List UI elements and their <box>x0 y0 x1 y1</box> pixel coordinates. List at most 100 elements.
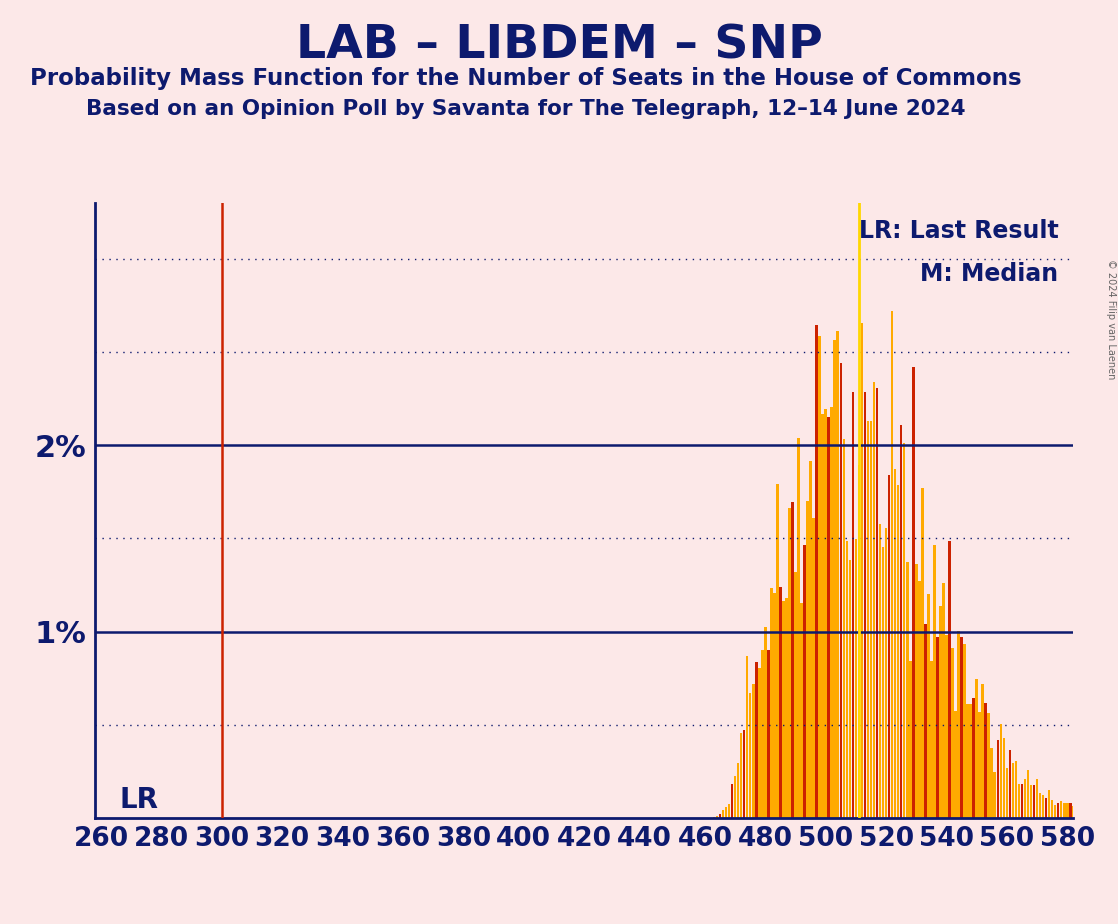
Bar <box>955 711 957 818</box>
Bar <box>1045 797 1048 818</box>
Bar <box>779 588 781 818</box>
Bar <box>1015 761 1017 818</box>
Bar <box>1065 803 1069 818</box>
Bar <box>1003 737 1005 818</box>
Bar <box>845 541 849 818</box>
Bar <box>982 684 984 818</box>
Bar <box>749 693 751 818</box>
Bar <box>985 703 987 818</box>
Bar <box>948 541 950 818</box>
Bar <box>737 763 739 818</box>
Bar <box>999 724 1002 818</box>
Bar <box>827 418 830 818</box>
Bar <box>921 488 923 818</box>
Bar <box>945 635 948 818</box>
Bar <box>960 638 963 818</box>
Bar <box>740 734 742 818</box>
Bar <box>836 332 838 818</box>
Bar <box>894 469 897 818</box>
Bar <box>767 650 769 818</box>
Bar <box>975 678 978 818</box>
Bar <box>1030 785 1032 818</box>
Bar <box>1042 795 1044 818</box>
Bar <box>858 466 860 818</box>
Text: M: Median: M: Median <box>920 261 1059 286</box>
Bar <box>770 588 773 818</box>
Bar <box>1005 768 1008 818</box>
Bar <box>1072 807 1074 818</box>
Bar <box>996 740 999 818</box>
Bar <box>746 656 748 818</box>
Bar <box>882 547 884 818</box>
Bar <box>879 524 881 818</box>
Bar <box>930 661 932 818</box>
Bar <box>966 704 969 818</box>
Bar <box>1069 803 1071 818</box>
Bar <box>792 503 794 818</box>
Bar <box>884 528 888 818</box>
Bar <box>849 560 851 818</box>
Bar <box>897 485 900 818</box>
Bar <box>758 667 760 818</box>
Bar <box>915 564 918 818</box>
Bar <box>803 545 806 818</box>
Bar <box>925 624 927 818</box>
Bar <box>731 784 733 818</box>
Bar <box>861 322 863 818</box>
Bar <box>969 704 972 818</box>
Text: Probability Mass Function for the Number of Seats in the House of Commons: Probability Mass Function for the Number… <box>30 67 1021 90</box>
Bar <box>1048 790 1051 818</box>
Bar <box>978 712 980 818</box>
Bar <box>755 662 758 818</box>
Bar <box>854 540 858 818</box>
Bar <box>834 340 836 818</box>
Bar <box>818 336 821 818</box>
Bar <box>764 626 767 818</box>
Bar <box>912 368 915 818</box>
Bar <box>939 606 941 818</box>
Bar <box>752 685 755 818</box>
Bar <box>918 581 920 818</box>
Bar <box>864 392 866 818</box>
Text: Based on an Opinion Poll by Savanta for The Telegraph, 12–14 June 2024: Based on an Opinion Poll by Savanta for … <box>86 99 965 119</box>
Bar <box>722 810 724 818</box>
Bar <box>794 572 797 818</box>
Bar <box>724 808 728 818</box>
Bar <box>866 420 870 818</box>
Bar <box>1063 803 1065 818</box>
Bar <box>776 484 778 818</box>
Bar <box>1021 784 1023 818</box>
Text: LR: LR <box>120 786 158 814</box>
Bar <box>875 388 879 818</box>
Bar <box>809 461 812 818</box>
Bar <box>1057 803 1060 818</box>
Bar <box>852 392 854 818</box>
Bar <box>942 583 945 818</box>
Bar <box>987 713 991 818</box>
Bar <box>906 563 909 818</box>
Bar <box>773 593 776 818</box>
Bar <box>964 644 966 818</box>
Bar <box>994 772 996 818</box>
Bar <box>909 662 911 818</box>
Bar <box>1008 749 1011 818</box>
Bar <box>840 363 842 818</box>
Bar <box>873 383 875 818</box>
Bar <box>813 518 815 818</box>
Bar <box>728 805 730 818</box>
Bar <box>1026 770 1030 818</box>
Bar <box>761 650 764 818</box>
Bar <box>783 601 785 818</box>
Bar <box>951 649 954 818</box>
Text: © 2024 Filip van Laenen: © 2024 Filip van Laenen <box>1106 259 1116 379</box>
Bar <box>806 502 808 818</box>
Bar <box>1024 779 1026 818</box>
Text: LR: Last Result: LR: Last Result <box>859 219 1059 243</box>
Bar <box>800 603 803 818</box>
Bar <box>788 507 790 818</box>
Bar <box>1035 779 1039 818</box>
Bar <box>1017 784 1021 818</box>
Bar <box>1033 784 1035 818</box>
Bar <box>1051 800 1053 818</box>
Bar <box>1012 763 1014 818</box>
